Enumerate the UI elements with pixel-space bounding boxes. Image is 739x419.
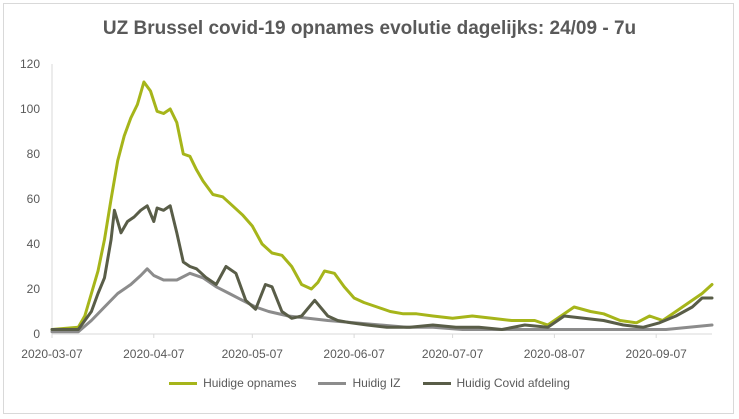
x-tick-label: 2020-03-07	[21, 347, 83, 361]
legend-label-afdeling: Huidig Covid afdeling	[456, 376, 570, 390]
y-axis: 0 20 40 60 80 100 120	[20, 57, 53, 341]
legend-item-iz: Huidig IZ	[318, 376, 401, 390]
series-line-huidige-opnames	[50, 80, 714, 331]
legend-label-opnames: Huidige opnames	[203, 376, 297, 390]
legend-swatch-iz	[318, 381, 347, 385]
x-tick-label: 2020-07-07	[422, 347, 484, 361]
series-lines	[50, 80, 714, 334]
x-tick-label: 2020-06-07	[323, 347, 385, 361]
y-tick-label: 100	[20, 102, 40, 116]
y-tick-label: 120	[20, 57, 40, 71]
legend-swatch-opnames	[169, 381, 198, 385]
legend-label-iz: Huidig IZ	[352, 376, 401, 390]
x-tick-label: 2020-09-07	[625, 347, 687, 361]
legend-swatch-afdeling	[422, 381, 451, 385]
x-tick-label: 2020-08-07	[524, 347, 586, 361]
chart-legend: Huidige opnames Huidig IZ Huidig Covid a…	[0, 376, 739, 390]
y-tick-label: 0	[33, 327, 40, 341]
x-tick-label: 2020-04-07	[123, 347, 185, 361]
x-axis: 2020-03-07 2020-04-07 2020-05-07 2020-06-07…	[21, 333, 712, 361]
y-tick-label: 60	[27, 192, 41, 206]
y-tick-label: 40	[27, 237, 41, 251]
legend-item-opnames: Huidige opnames	[169, 376, 296, 390]
chart-frame	[3, 3, 734, 414]
chart-title: UZ Brussel covid-19 opnames evolutie dag…	[102, 18, 637, 39]
x-tick-label: 2020-05-07	[222, 347, 284, 361]
series-line-huidig-covid-afdeling	[50, 204, 714, 331]
y-tick-label: 20	[27, 282, 41, 296]
y-tick-label: 80	[27, 147, 41, 161]
series-line-huidig-iz	[50, 267, 714, 334]
legend-item-afdeling: Huidig Covid afdeling	[422, 376, 570, 390]
